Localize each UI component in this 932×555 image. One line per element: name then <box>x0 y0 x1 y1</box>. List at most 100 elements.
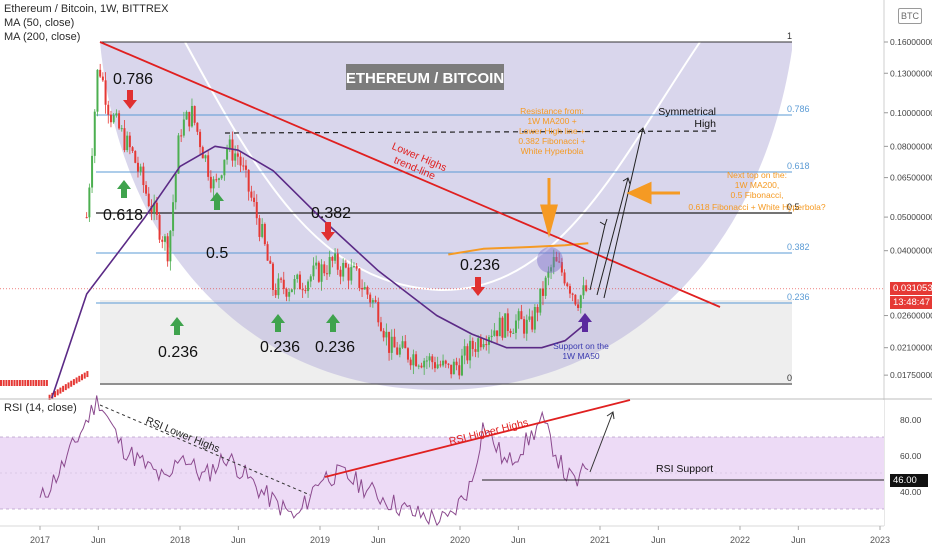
candle-body <box>258 218 261 237</box>
candle-body <box>199 131 202 148</box>
candle-body <box>325 273 328 275</box>
rsi-legend[interactable]: RSI (14, close) <box>4 402 77 414</box>
countdown-tag: 13:48:47 <box>890 296 932 309</box>
candle-body <box>312 265 315 277</box>
candle-body <box>212 179 215 189</box>
candle-body <box>568 286 571 294</box>
candle-body <box>280 278 283 280</box>
candle-body <box>115 113 118 116</box>
candle-body <box>442 360 445 366</box>
ma50-legend[interactable]: MA (50, close) <box>4 17 75 29</box>
candle-body <box>236 153 239 157</box>
candle-body <box>366 286 369 295</box>
next-top-line-1: Next top on the: <box>727 170 787 180</box>
candle-body <box>525 319 528 334</box>
rsi-line <box>39 395 589 527</box>
candle-body <box>539 288 542 313</box>
candle-body <box>439 364 442 366</box>
candle-body <box>355 266 358 269</box>
candle-body <box>290 289 293 292</box>
candle-body <box>145 185 148 194</box>
candle-body <box>35 380 38 386</box>
ma200-legend[interactable]: MA (200, close) <box>4 31 81 43</box>
label-0382: 0.382 <box>311 205 351 222</box>
candle-body <box>250 191 253 198</box>
time-tick-label: 2022 <box>730 535 750 545</box>
candle-body <box>21 380 24 386</box>
candle-body <box>174 173 177 203</box>
candle-body <box>180 135 183 137</box>
candle-body <box>401 341 404 348</box>
candle-body <box>504 313 507 338</box>
resistance-line-3: Lower High line + <box>519 126 585 136</box>
price-tick-label: 0.02100000 <box>890 343 932 353</box>
candle-body <box>10 380 13 386</box>
candle-body <box>2 380 5 386</box>
candle-body <box>136 162 139 172</box>
candle-body <box>166 236 169 262</box>
label-0236-top: 0.236 <box>460 257 500 274</box>
candle-body <box>396 347 399 355</box>
candle-body <box>536 307 539 313</box>
candle-body <box>172 202 175 231</box>
symmetrical-label-2: High <box>694 118 716 130</box>
candle-body <box>277 278 280 296</box>
time-tick-label: Jun <box>511 535 526 545</box>
candle-body <box>550 267 553 272</box>
rsi-tick-label: 80.00 <box>900 415 922 425</box>
fib-tag-0: 0 <box>787 373 792 383</box>
candle-body <box>415 354 418 367</box>
candle-body <box>134 151 137 163</box>
candle-body <box>477 338 480 352</box>
candle-body <box>552 256 555 268</box>
candle-body <box>239 156 242 166</box>
candle-body <box>393 336 396 348</box>
candle-body <box>450 364 453 375</box>
projection-arrowhead-3 <box>637 127 646 135</box>
candle-body <box>455 361 458 366</box>
candle-body <box>255 201 258 219</box>
candle-body <box>253 197 256 202</box>
buy-arrow-05 <box>210 192 224 210</box>
candle-body <box>177 135 180 174</box>
time-axis[interactable] <box>0 526 932 550</box>
candle-body <box>91 155 94 188</box>
white-hyperbola <box>184 41 701 292</box>
candle-body <box>558 261 561 263</box>
candle-body <box>288 291 291 297</box>
candle-body <box>67 382 70 389</box>
candle-body <box>43 380 46 386</box>
price-axis[interactable] <box>884 0 932 399</box>
candle-body <box>153 202 156 213</box>
buy-arrow-0236-b <box>271 314 285 332</box>
candle-body <box>62 385 65 392</box>
time-tick-label: 2023 <box>870 535 890 545</box>
symmetrical-high-line <box>224 130 721 134</box>
candle-body <box>193 105 196 123</box>
symbol-button[interactable]: BTC <box>898 8 922 24</box>
time-tick-label: Jun <box>91 535 106 545</box>
candle-body <box>328 257 331 275</box>
candle-body <box>541 288 544 296</box>
candle-body <box>40 380 43 386</box>
sell-arrow-0382 <box>321 222 335 241</box>
time-tick-label: 2018 <box>170 535 190 545</box>
candle-body <box>101 76 104 81</box>
candle-body <box>496 330 499 337</box>
candle-body <box>266 244 269 261</box>
candle-body <box>13 380 16 386</box>
candle-body <box>163 236 166 242</box>
support-line-2: 1W MA50 <box>562 351 600 361</box>
candle-body <box>382 330 385 338</box>
candle-body <box>482 344 485 348</box>
projection-arrowhead-1 <box>599 218 608 226</box>
candle-body <box>466 346 469 361</box>
candle-body <box>112 115 115 123</box>
symmetrical-label-1: Symmetrical <box>658 106 716 118</box>
next-top-line-3: 0.5 Fibonacci, <box>731 190 784 200</box>
next-top-note: Next top on the: 1W MA200, 0.5 Fibonacci… <box>688 170 826 212</box>
candle-body <box>37 380 40 386</box>
projection-arrowhead-2 <box>622 177 631 185</box>
